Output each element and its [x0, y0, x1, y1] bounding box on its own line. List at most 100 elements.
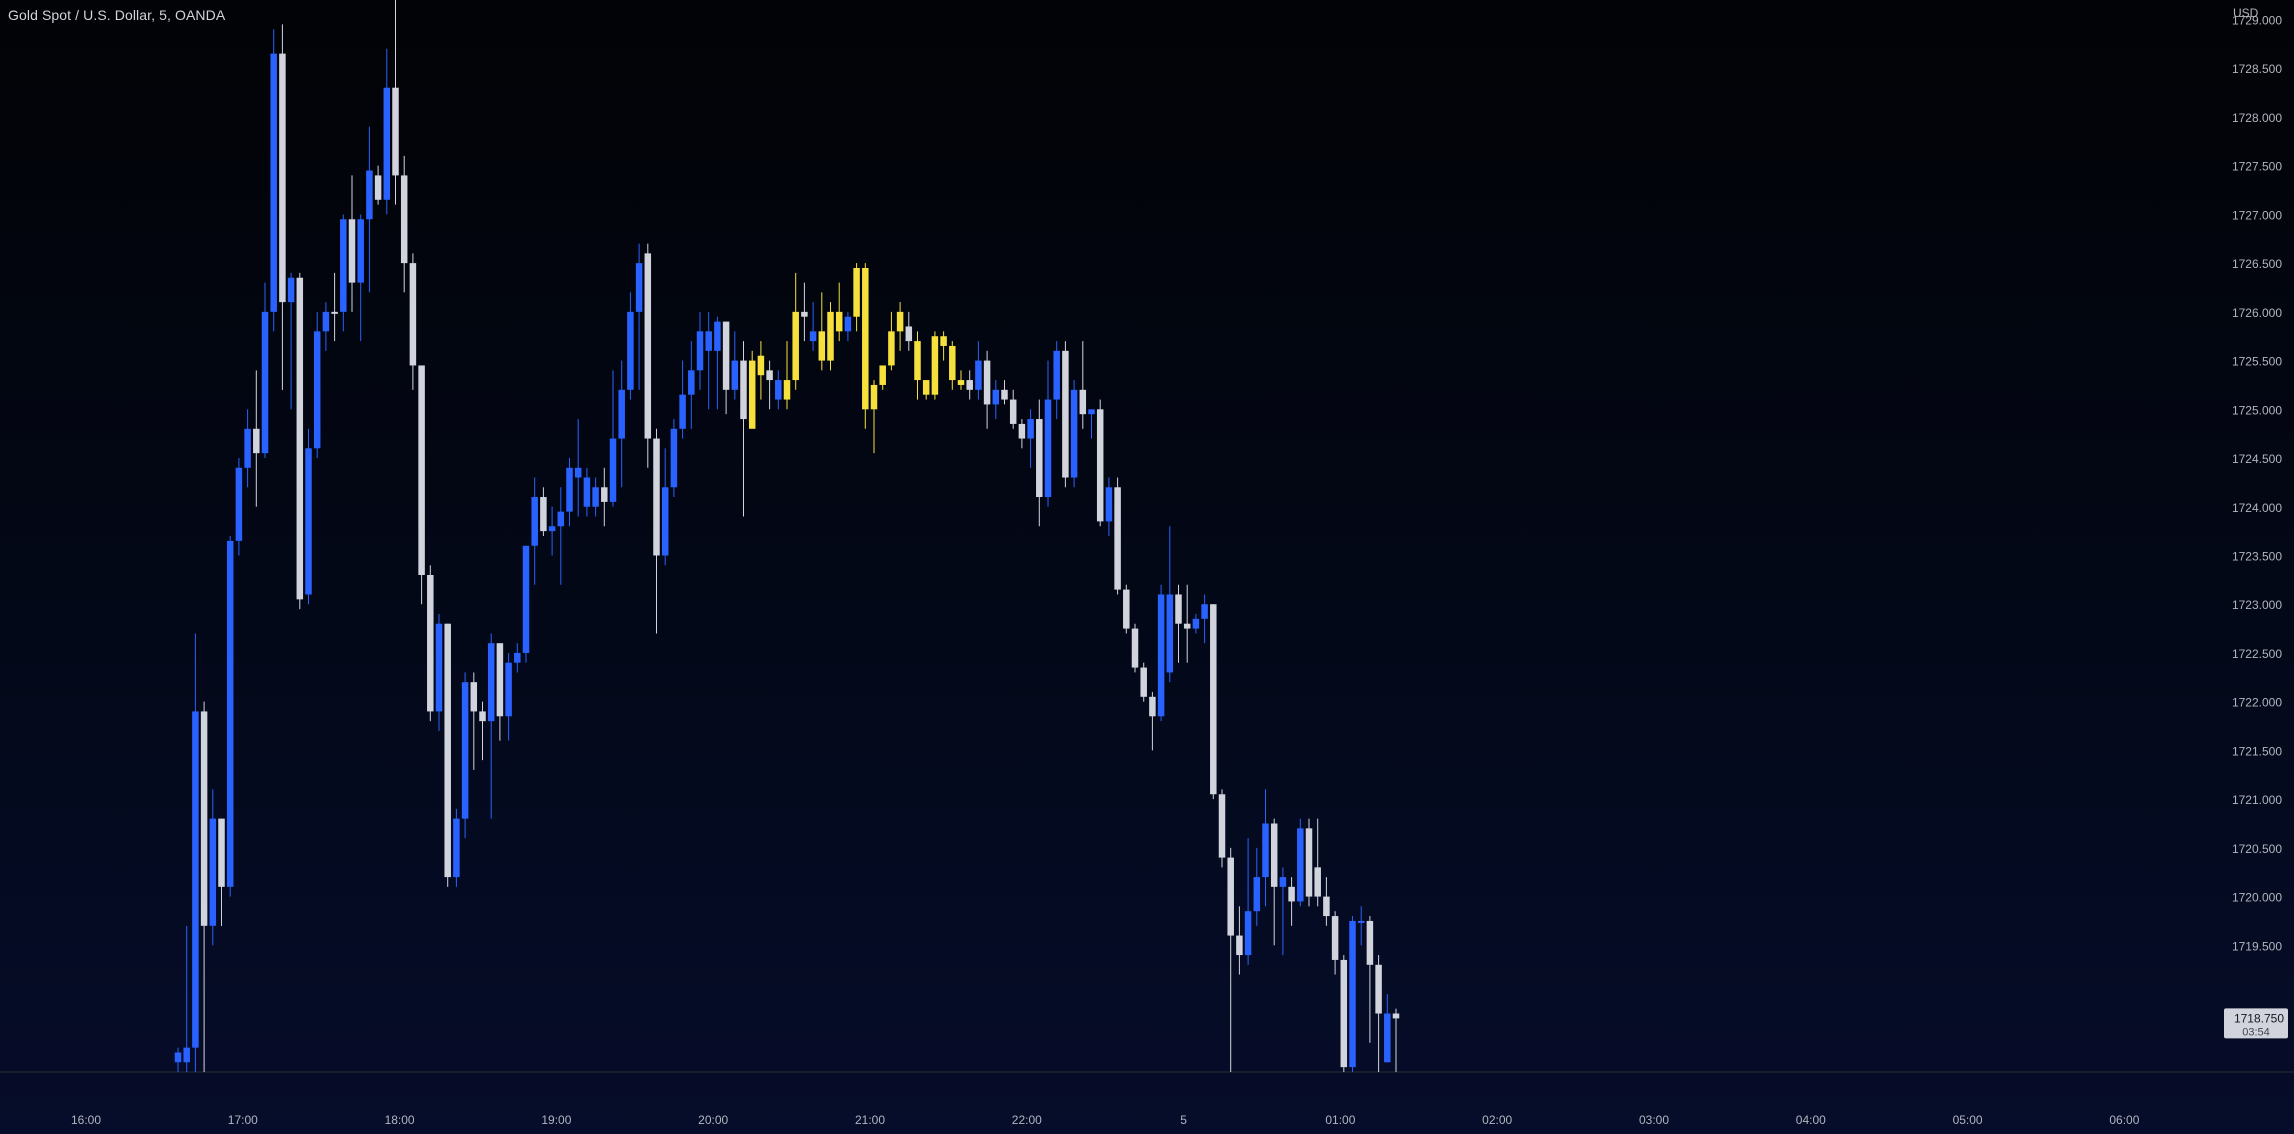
candle [487, 633, 495, 819]
candle-body [174, 1052, 182, 1063]
candle [696, 311, 704, 390]
candle [1018, 419, 1026, 449]
candle-body [470, 682, 478, 712]
candle [1375, 955, 1382, 1072]
candle-body [427, 574, 434, 712]
candle-body [226, 540, 234, 887]
candle-body [1088, 409, 1095, 415]
candle-body [540, 497, 547, 532]
candle-body [975, 360, 982, 390]
candle-body [1123, 589, 1130, 629]
candle-body [827, 311, 834, 361]
candle-body [583, 477, 591, 507]
candle [835, 282, 843, 342]
candle-body [1262, 823, 1269, 878]
candle [783, 341, 791, 410]
time-tick-label: 05:00 [1953, 1113, 1983, 1127]
price-tick-label: 1725.000 [2232, 403, 2282, 417]
candle-body [322, 311, 330, 332]
candle [174, 1047, 182, 1072]
candle [931, 331, 939, 400]
candle-body [748, 360, 756, 429]
time-tick-label: 02:00 [1482, 1113, 1512, 1127]
candle-body [1044, 399, 1052, 498]
candle-body [1175, 594, 1182, 624]
candle [1288, 877, 1295, 926]
candle [862, 263, 869, 429]
candle [1357, 906, 1365, 946]
candle-body [757, 355, 765, 376]
candle-body [487, 643, 495, 722]
candle [940, 331, 947, 361]
candle [209, 789, 217, 946]
candle [609, 370, 617, 507]
candle-body [766, 370, 773, 381]
candle-body [305, 448, 312, 595]
candle-body [731, 360, 739, 390]
candle-body [557, 511, 565, 527]
candle [1384, 994, 1391, 1063]
price-tick-label: 1729.000 [2232, 13, 2282, 27]
candle [1392, 1008, 1400, 1072]
candle-body [896, 311, 904, 332]
candle-body [905, 326, 913, 342]
candle-body [1079, 389, 1087, 415]
candle-body [1157, 594, 1165, 717]
candle-body [1131, 628, 1139, 668]
candle [505, 652, 512, 741]
candle-body [461, 682, 469, 819]
candle-body [853, 268, 860, 317]
candle-body [496, 643, 504, 717]
candle-body [949, 345, 956, 381]
candle-body [1357, 920, 1365, 923]
candle-body [931, 336, 939, 395]
candle-body [601, 487, 608, 502]
price-tick-label: 1728.000 [2232, 111, 2282, 125]
candle-body [348, 219, 356, 283]
candle [914, 331, 921, 400]
candle-body [653, 438, 660, 556]
candle [827, 302, 834, 371]
candle-body [479, 711, 486, 722]
candle [1079, 341, 1087, 429]
candle-body [1218, 794, 1226, 858]
candle [1244, 838, 1252, 965]
candle-body [705, 331, 712, 351]
candle [548, 506, 556, 556]
candle-body [435, 623, 443, 712]
candle [592, 477, 599, 517]
candle-body [331, 311, 338, 314]
candle-body [1166, 594, 1174, 673]
time-axis[interactable]: 16:00 17:00 18:00 19:00 20:00 21:00 22:00 5 01:0… [71, 1113, 2140, 1127]
candles-layer [174, 0, 1400, 1072]
candle [479, 701, 486, 761]
candle-body [1192, 618, 1200, 629]
candle [714, 316, 721, 410]
candle-body [1392, 1013, 1400, 1019]
candle-body [862, 268, 869, 410]
candle-body [400, 175, 408, 264]
price-axis[interactable]: 1729.000 1728.500 1728.000 1727.500 1727.000… [2224, 6, 2288, 1039]
candle [461, 672, 469, 839]
candle [966, 370, 973, 400]
candle-body [775, 380, 782, 400]
time-tick-label: 04:00 [1796, 1113, 1826, 1127]
candle [444, 623, 451, 887]
candle [1036, 399, 1043, 527]
price-tick-label: 1727.000 [2232, 208, 2282, 222]
candle-body [1244, 911, 1252, 956]
candle-body [1062, 350, 1069, 478]
candle [949, 341, 956, 390]
candle [574, 419, 582, 517]
candle [470, 672, 478, 770]
candle [531, 477, 538, 585]
candle [1001, 380, 1008, 405]
candle [1253, 847, 1261, 926]
candle [1201, 594, 1208, 644]
candle [1279, 867, 1287, 956]
candle [661, 448, 669, 566]
candle-body [522, 545, 530, 653]
candle-body [340, 219, 347, 312]
